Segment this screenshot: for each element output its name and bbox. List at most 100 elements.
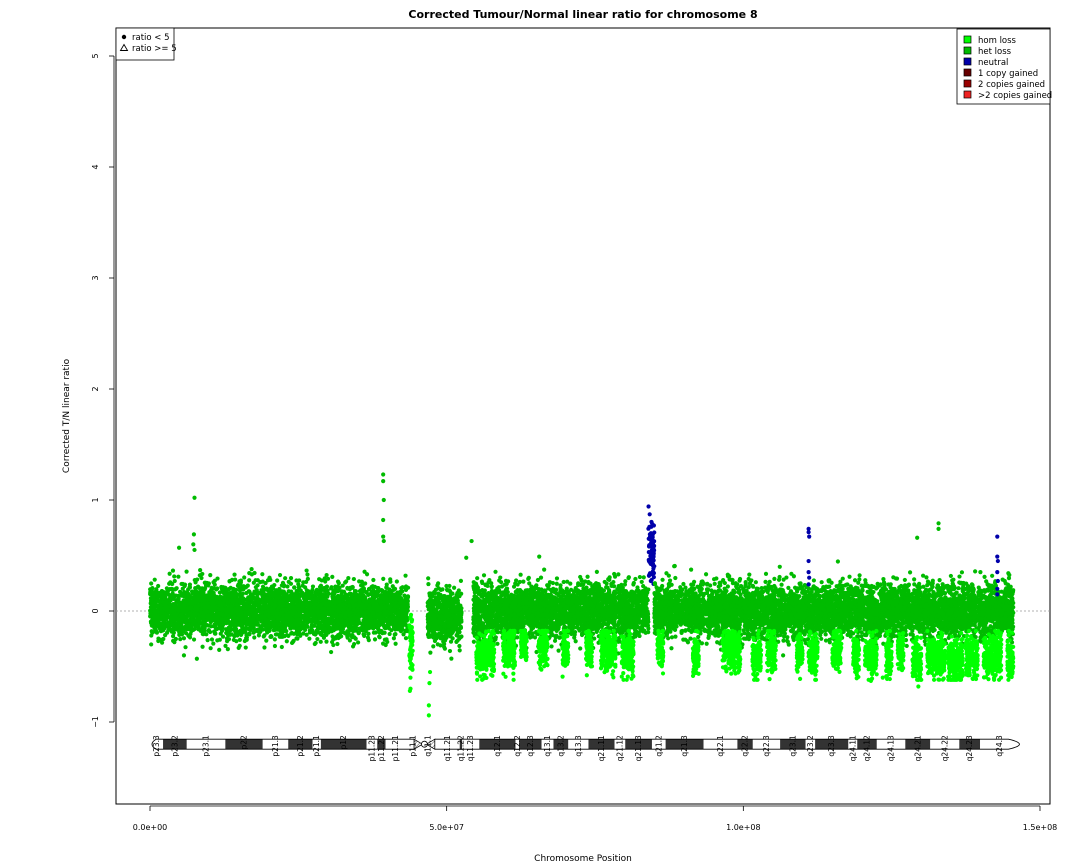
data-point [208, 617, 213, 623]
data-point [207, 612, 213, 618]
data-point [277, 593, 282, 598]
data-point [347, 596, 352, 601]
data-point [391, 587, 396, 593]
data-point [318, 583, 324, 588]
data-point [234, 592, 239, 597]
data-point [457, 643, 462, 649]
data-point [375, 589, 380, 594]
data-point [199, 575, 204, 581]
data-point [327, 601, 332, 606]
data-point [243, 626, 249, 631]
data-point [291, 638, 296, 643]
data-point [307, 636, 312, 641]
data-point [426, 581, 431, 587]
data-point [321, 622, 326, 628]
data-point [447, 583, 452, 589]
data-point [200, 644, 205, 649]
data-point [247, 619, 253, 624]
data-point [184, 626, 189, 632]
data-point [383, 642, 388, 648]
data-point [149, 642, 154, 647]
data-point [257, 628, 262, 633]
data-point [272, 582, 277, 588]
data-point [260, 584, 266, 589]
data-point [438, 604, 443, 610]
data-point [390, 596, 395, 601]
data-point [161, 636, 166, 642]
data-point [187, 611, 192, 616]
data-point [181, 636, 187, 641]
data-point [192, 595, 197, 601]
data-point [305, 572, 310, 577]
data-point [162, 615, 167, 620]
data-point [225, 646, 230, 652]
data-point [224, 588, 229, 593]
data-point [206, 604, 211, 609]
data-point [156, 638, 161, 644]
data-point [356, 631, 361, 636]
data-point [195, 577, 200, 582]
data-point [374, 606, 379, 612]
data-point [322, 576, 327, 581]
data-point [279, 644, 284, 650]
data-point [368, 597, 373, 602]
data-point [234, 606, 240, 611]
data-point [409, 649, 415, 654]
data-point [316, 624, 321, 630]
data-point [326, 616, 331, 622]
data-point [207, 590, 212, 595]
data-point [263, 581, 268, 586]
data-point [244, 635, 249, 641]
data-point [208, 573, 213, 578]
data-point [277, 586, 282, 592]
data-point [209, 637, 215, 642]
data-point [434, 607, 439, 612]
data-point [190, 618, 195, 623]
data-point [244, 603, 249, 608]
data-point [306, 593, 311, 598]
data-point [339, 589, 344, 594]
data-point [284, 607, 289, 612]
data-point [288, 626, 293, 631]
data-point [581, 582, 586, 587]
data-point [257, 613, 262, 618]
data-point [431, 635, 436, 640]
data-point [319, 578, 324, 583]
data-point [448, 639, 454, 644]
data-point [452, 585, 457, 590]
data-point [355, 640, 361, 645]
data-point [373, 601, 378, 607]
data-point [363, 595, 368, 600]
data-point [436, 631, 442, 636]
data-point [273, 627, 278, 632]
data-point [455, 590, 460, 596]
data-point [292, 585, 297, 590]
data-point [324, 572, 329, 578]
data-point [450, 600, 456, 605]
data-point [448, 594, 453, 599]
data-point [181, 653, 187, 658]
data-point [266, 591, 272, 597]
data-point [176, 574, 181, 579]
data-point [408, 612, 414, 617]
data-point [236, 645, 241, 651]
data-point [359, 621, 364, 626]
data-point [205, 638, 210, 643]
data-point [290, 611, 295, 617]
data-point [353, 603, 359, 608]
data-point [186, 622, 191, 627]
data-point [171, 596, 176, 601]
data-point [403, 587, 409, 592]
data-point [282, 626, 287, 632]
data-point [426, 626, 431, 631]
data-point [269, 634, 274, 639]
data-point [187, 606, 192, 611]
data-point [292, 621, 298, 626]
data-point [336, 609, 342, 614]
data-point [198, 609, 203, 614]
plot-frame [115, 27, 1051, 805]
data-point [347, 587, 352, 592]
data-point [294, 627, 299, 632]
data-point [318, 632, 324, 637]
data-point [212, 582, 217, 587]
